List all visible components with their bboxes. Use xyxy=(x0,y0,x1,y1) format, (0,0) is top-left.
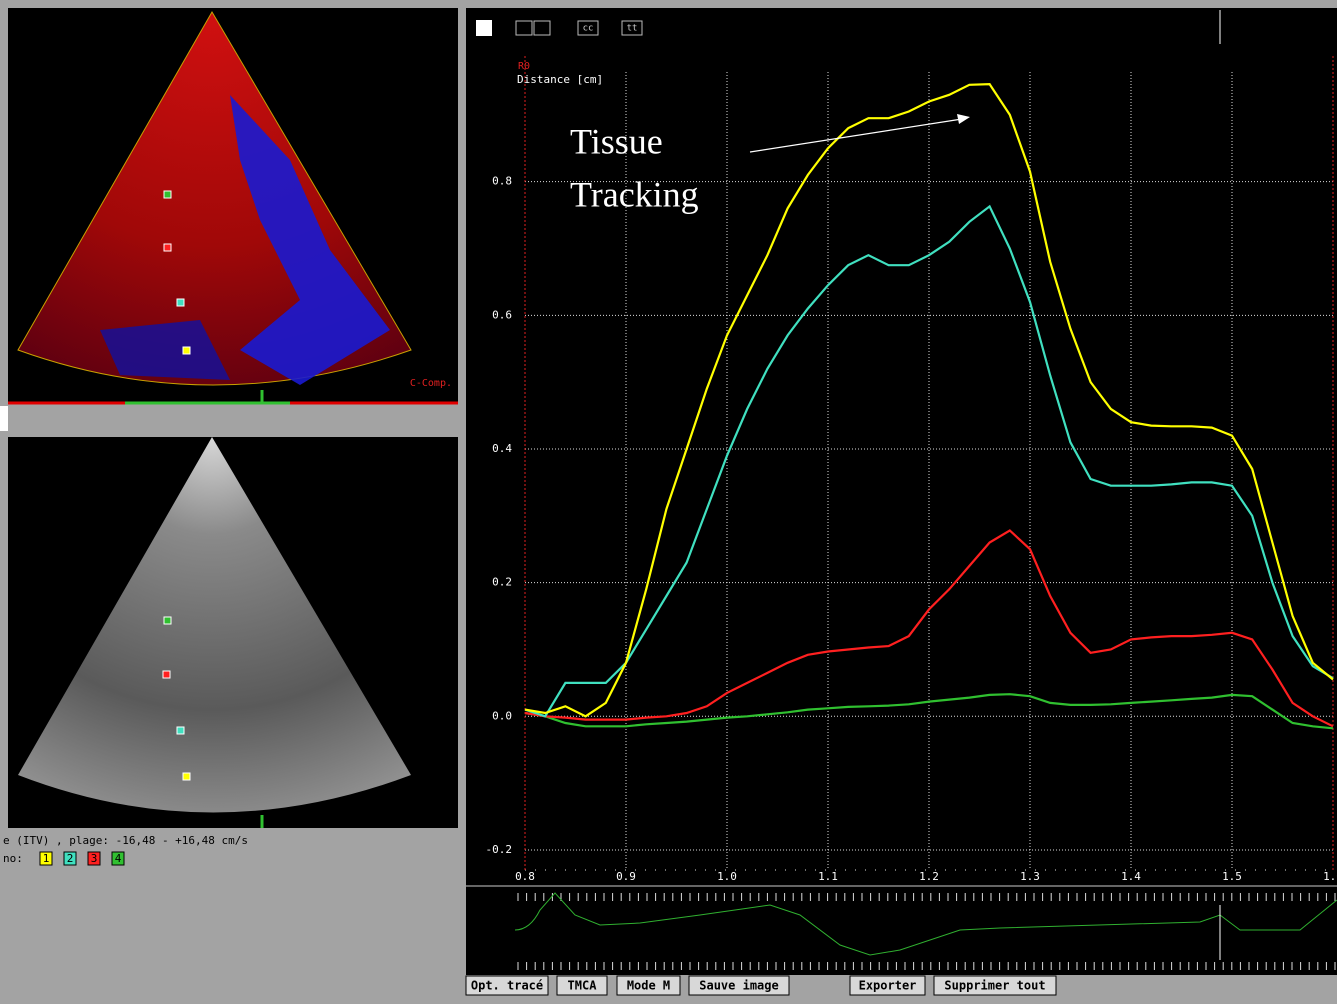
y-tick-label: -0.2 xyxy=(486,843,513,856)
y-tick-label: 0.6 xyxy=(492,308,512,321)
button-label: Mode M xyxy=(627,979,670,993)
marker xyxy=(163,671,170,678)
button-label: Opt. tracé xyxy=(471,979,543,993)
x-tick-label: 1.3 xyxy=(1020,870,1040,883)
marker xyxy=(177,727,184,734)
button-bar: Opt. tracé TMCA Mode M Sauve image Exporter S… xyxy=(466,976,1056,995)
y-axis-label: Distance [cm] xyxy=(517,73,603,86)
scroll xyxy=(0,406,8,431)
legend-entry: 4 xyxy=(115,852,122,865)
y-tick-label: 0.4 xyxy=(492,442,512,455)
marker xyxy=(177,299,184,306)
fit-button[interactable] xyxy=(476,20,492,36)
x-tick-label: 1.6 xyxy=(1323,870,1337,883)
button-label: Sauve image xyxy=(699,979,778,993)
x-tick-label: 1.5 xyxy=(1222,870,1242,883)
legend-entry: 2 xyxy=(67,852,74,865)
x-tick-label: 1.4 xyxy=(1121,870,1141,883)
screen: C-Comp. e (ITV) , plage: -16,48 - +16,48… xyxy=(0,0,1337,1000)
marker xyxy=(164,617,171,624)
legend-label: no: xyxy=(3,852,23,865)
annotation: Tracking xyxy=(570,174,699,214)
y-tick-label: 0.2 xyxy=(492,576,512,589)
page: C-Comp. e (ITV) , plage: -16,48 - +16,48… xyxy=(0,0,1337,1000)
y-tick-label: 0.0 xyxy=(492,709,512,722)
x-tick-label: 1.1 xyxy=(818,870,838,883)
button-label: Supprimer tout xyxy=(944,979,1045,993)
x-tick-label: 0.8 xyxy=(515,870,535,883)
x-tick-label: 1.2 xyxy=(919,870,939,883)
marker xyxy=(183,347,190,354)
legend-entry: 3 xyxy=(91,852,98,865)
y-tick-label: 0.8 xyxy=(492,175,512,188)
toolbar-label: cc xyxy=(583,24,594,34)
legend-entry: 1 xyxy=(43,852,50,865)
marker-label: R0 xyxy=(518,61,530,72)
button-label: Exporter xyxy=(859,979,917,993)
x-tick-label: 0.9 xyxy=(616,870,636,883)
marker xyxy=(164,244,171,251)
button-label: TMCA xyxy=(568,979,598,993)
mode-label: C-Comp. xyxy=(410,378,452,389)
marker xyxy=(183,773,190,780)
marker xyxy=(164,191,171,198)
x-tick-label: 1.0 xyxy=(717,870,737,883)
toolbar-label: tt xyxy=(627,24,638,34)
legend: 1 2 3 4 xyxy=(40,852,124,865)
annotation: Tissue xyxy=(570,121,663,161)
range-text: e (ITV) , plage: -16,48 - +16,48 cm/s xyxy=(3,834,248,847)
